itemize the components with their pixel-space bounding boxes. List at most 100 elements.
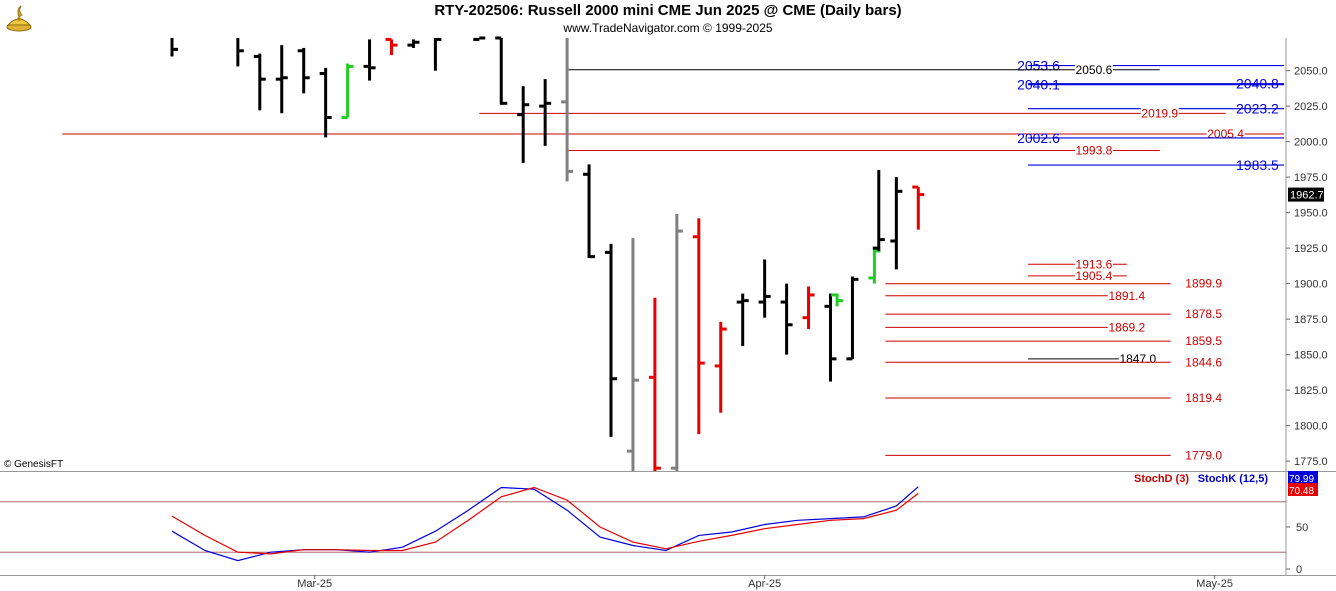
last-price-badge (1288, 187, 1324, 202)
price-level-label: 1878.5 (1185, 307, 1222, 321)
ohlc-bar (517, 86, 530, 163)
chart-subtitle: www.TradeNavigator.com © 1999-2025 (563, 21, 773, 35)
ohlc-bar (736, 293, 749, 347)
price-level-label-bg (1107, 288, 1146, 302)
ohlc-bar (890, 177, 903, 270)
stochastic-last-value-badge (1288, 483, 1318, 496)
price-level-label: 2023.2 (1236, 101, 1279, 117)
price-level-label: 2040.1 (1017, 77, 1060, 93)
price-tick-label: 1975.0 (1294, 172, 1328, 184)
ohlc-bar (253, 53, 266, 111)
price-level-label: 1844.6 (1185, 355, 1222, 369)
price-y-axis: 2050.0 2025.0 2000.0 1975.0 1950.0 1925.0 1900… (1286, 66, 1328, 468)
genie-lamp-logo-icon (4, 3, 34, 33)
stochastic-tick-label: 50 (1296, 522, 1308, 534)
ohlc-bar (583, 164, 596, 259)
price-level-label-bg (1107, 320, 1146, 334)
ohlc-bar (473, 36, 486, 41)
price-level-label: 1779.0 (1185, 448, 1222, 462)
price-level-label: 1847.0 (1119, 352, 1156, 366)
chart-title: RTY-202506: Russell 2000 mini CME Jun 20… (434, 2, 902, 19)
price-level-label-bg (1184, 448, 1223, 462)
price-tick-label: 2000.0 (1294, 137, 1328, 149)
price-level-label: 2002.6 (1017, 130, 1060, 146)
ohlc-bar (605, 243, 617, 437)
price-tick-label: 1825.0 (1294, 385, 1328, 397)
stochastic-last-value-label: 79.99 (1289, 474, 1314, 485)
price-level-label: 2050.6 (1076, 63, 1113, 77)
price-level-label-bg (1206, 126, 1245, 140)
ohlc-bar (648, 297, 661, 471)
ohlc-bar (407, 39, 420, 48)
price-level-label: 2005.4 (1207, 127, 1244, 141)
ohlc-bar (561, 38, 574, 182)
stochastic-panel-background (0, 472, 1286, 575)
stochastic-tick-label: 0 (1296, 564, 1302, 576)
legend-stochk: StochK (12,5) (1198, 473, 1269, 485)
price-level-label: 1891.4 (1108, 289, 1145, 303)
price-panel-background (0, 38, 1286, 471)
ohlc-bar (802, 286, 815, 330)
stochastic-last-value-badge (1288, 471, 1318, 484)
price-tick-label: 2025.0 (1294, 101, 1328, 113)
ohlc-bar (714, 321, 727, 413)
ohlc-bar (692, 218, 705, 435)
price-tick-label: 1950.0 (1294, 208, 1328, 220)
price-levels-layer: 2053.6 2050.6 2040.8 2040.1 2023.2 2019.9 2005… (62, 58, 1284, 462)
price-level-label: 2040.8 (1236, 76, 1279, 92)
price-level-label-bg (1184, 391, 1223, 405)
x-tick-label: May-25 (1196, 578, 1233, 590)
price-level-label: 1983.5 (1236, 157, 1279, 173)
price-tick-label: 1800.0 (1294, 421, 1328, 433)
price-level-label: 1899.9 (1185, 277, 1222, 291)
ohlc-bar (831, 293, 844, 307)
x-tick-label: Apr-25 (748, 578, 781, 590)
price-level-label-bg (1118, 351, 1157, 365)
ohlc-bar (626, 238, 639, 471)
price-level-label: 1819.4 (1185, 391, 1222, 405)
price-level-label: 1869.2 (1108, 320, 1145, 334)
price-level-label-bg (1074, 143, 1113, 157)
stochastic-lines-layer (0, 486, 1286, 562)
ohlc-bar (319, 67, 332, 138)
ohlc-bar (780, 283, 793, 355)
ohlc-bar (872, 170, 885, 251)
ohlc-bar (236, 38, 244, 67)
price-level-label: 2053.6 (1017, 58, 1060, 74)
ohlc-bar (846, 276, 859, 361)
ohlc-bar (341, 63, 354, 120)
price-bars-layer (170, 36, 925, 471)
price-tick-label: 1925.0 (1294, 243, 1328, 255)
stochastic-last-value-label: 70.48 (1289, 486, 1314, 497)
legend-stochd: StochD (3) (1134, 473, 1189, 485)
price-level-label: 2019.9 (1141, 106, 1178, 120)
price-level-label-bg (1074, 62, 1113, 76)
ohlc-bar (275, 45, 288, 114)
price-level-label-bg (1184, 307, 1223, 321)
copyright-label: © GenesisFT (4, 459, 63, 470)
price-level-label: 1905.4 (1076, 269, 1113, 283)
price-level-label: 1913.6 (1076, 257, 1113, 271)
price-level-label: 1993.8 (1076, 143, 1113, 157)
ohlc-bar (539, 79, 552, 146)
price-level-label-bg (1074, 268, 1113, 282)
price-level-label-bg (1184, 276, 1223, 290)
ohlc-bar (170, 38, 178, 57)
ohlc-bar (670, 214, 683, 471)
price-level-label: 1859.5 (1185, 334, 1222, 348)
ohlc-bar (433, 37, 442, 71)
ohlc-bar (824, 293, 837, 382)
price-tick-label: 1875.0 (1294, 314, 1328, 326)
price-level-label-bg (1184, 334, 1223, 348)
ohlc-bar (297, 47, 310, 94)
last-price-label: 1962.7 (1290, 190, 1324, 202)
chart-header: RTY-202506: Russell 2000 mini CME Jun 20… (0, 0, 1336, 38)
ohlc-bar (495, 36, 508, 105)
ohlc-bar (363, 39, 376, 81)
price-tick-label: 2050.0 (1294, 66, 1328, 78)
x-axis: Mar-25 Apr-25 May-25 (297, 575, 1233, 590)
ohlc-bar (912, 185, 925, 230)
price-tick-label: 1850.0 (1294, 350, 1328, 362)
